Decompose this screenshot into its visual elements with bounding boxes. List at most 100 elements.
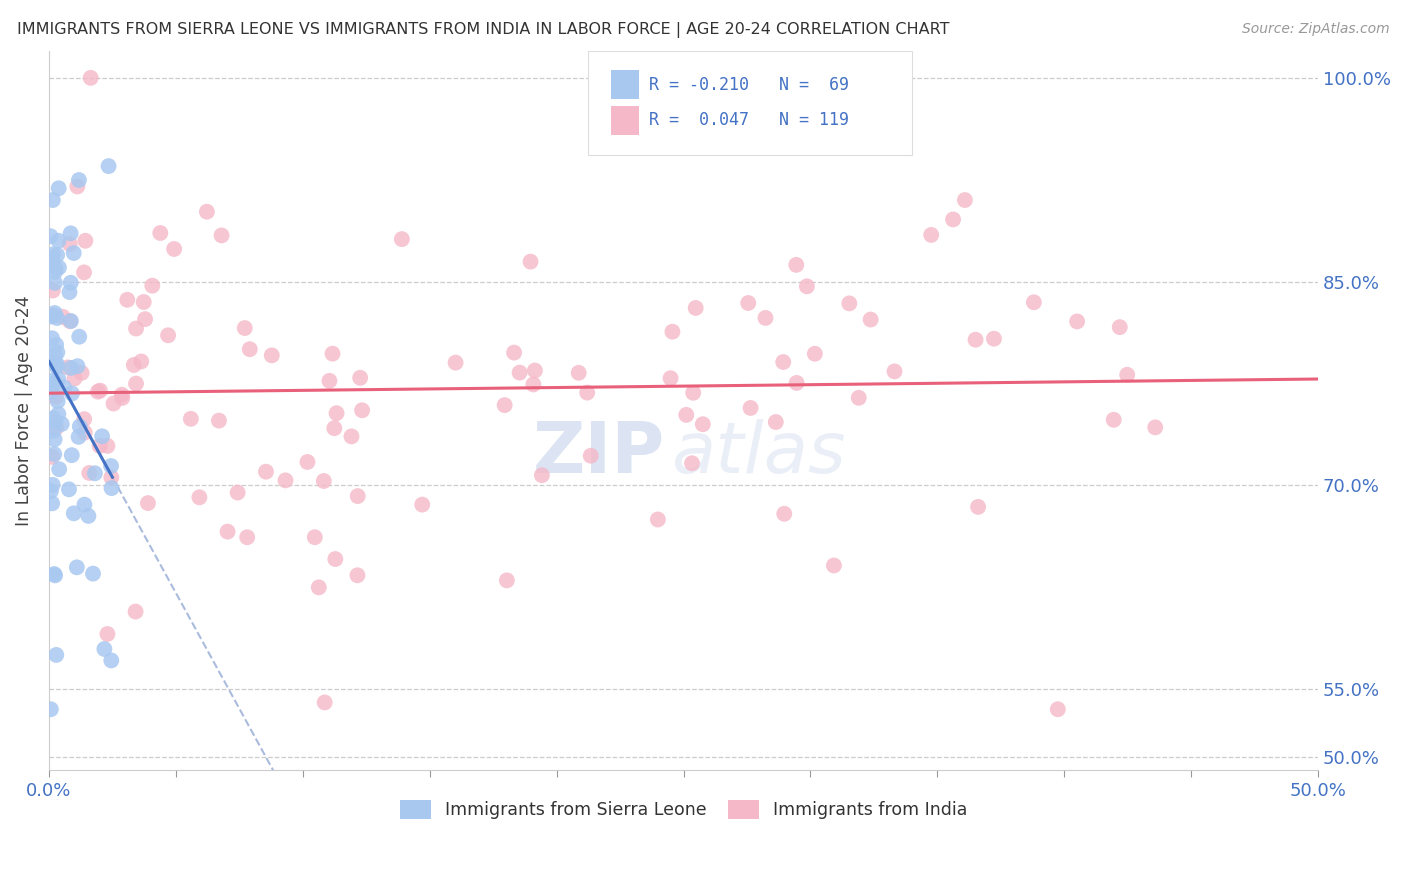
Point <box>62 506 84 520</box>
Point <box>44 568 66 582</box>
Point <box>48 181 70 195</box>
Point <box>44 416 66 430</box>
Point <box>59 314 82 328</box>
Point <box>211 228 233 243</box>
Point <box>318 374 340 388</box>
Point <box>39 702 62 716</box>
Point <box>682 385 704 400</box>
Point <box>87 384 110 399</box>
Point <box>1022 295 1045 310</box>
Legend: Immigrants from Sierra Leone, Immigrants from India: Immigrants from Sierra Leone, Immigrants… <box>394 793 974 826</box>
Point <box>226 485 249 500</box>
Point <box>41 308 63 322</box>
Point <box>52 310 75 324</box>
Point <box>321 346 343 360</box>
Point <box>314 696 336 710</box>
Point <box>42 377 65 392</box>
Point <box>352 403 374 417</box>
Point <box>100 458 122 473</box>
Point <box>58 483 80 497</box>
Point <box>66 359 89 374</box>
Point <box>180 412 202 426</box>
FancyBboxPatch shape <box>612 106 640 135</box>
Point <box>80 70 103 85</box>
Point <box>73 265 96 279</box>
Point <box>132 295 155 310</box>
Point <box>391 232 413 246</box>
Point <box>122 358 145 372</box>
Point <box>838 296 860 310</box>
Point <box>46 248 69 262</box>
Point <box>953 193 976 207</box>
Point <box>42 411 65 425</box>
Point <box>236 530 259 544</box>
Point <box>60 360 83 375</box>
Point <box>44 566 66 581</box>
Point <box>41 373 63 387</box>
Point <box>765 415 787 429</box>
Point <box>89 384 111 398</box>
Point <box>91 429 114 443</box>
Point <box>323 552 346 566</box>
Point <box>312 474 335 488</box>
Text: IMMIGRANTS FROM SIERRA LEONE VS IMMIGRANTS FROM INDIA IN LABOR FORCE | AGE 20-24: IMMIGRANTS FROM SIERRA LEONE VS IMMIGRAN… <box>17 22 949 38</box>
Point <box>79 466 101 480</box>
Point <box>42 247 65 261</box>
Point <box>41 478 63 492</box>
Point <box>45 359 67 374</box>
Point <box>530 468 553 483</box>
Point <box>883 364 905 378</box>
Point <box>692 417 714 432</box>
Point <box>754 310 776 325</box>
Point <box>1108 320 1130 334</box>
Point <box>41 496 63 510</box>
Point <box>804 347 827 361</box>
Point <box>48 462 70 476</box>
Point <box>42 284 65 298</box>
Point <box>823 558 845 573</box>
Point <box>44 309 66 323</box>
Point <box>195 204 218 219</box>
Point <box>796 279 818 293</box>
Point <box>848 391 870 405</box>
Point <box>494 398 516 412</box>
Point <box>297 455 319 469</box>
Point <box>124 605 146 619</box>
Point <box>323 421 346 435</box>
Y-axis label: In Labor Force | Age 20-24: In Labor Force | Age 20-24 <box>15 295 32 525</box>
Point <box>67 173 90 187</box>
Point <box>73 425 96 440</box>
Point <box>308 580 330 594</box>
Point <box>63 371 86 385</box>
Point <box>523 363 546 377</box>
Point <box>675 408 697 422</box>
Point <box>762 139 785 153</box>
Point <box>44 348 66 362</box>
Point <box>411 498 433 512</box>
Point <box>188 491 211 505</box>
Point <box>1102 413 1125 427</box>
Point <box>163 242 186 256</box>
Point <box>274 474 297 488</box>
Point <box>82 566 104 581</box>
Point <box>45 648 67 662</box>
Point <box>786 376 808 390</box>
Point <box>96 439 118 453</box>
Point <box>304 530 326 544</box>
Point <box>444 356 467 370</box>
Point <box>495 574 517 588</box>
Point <box>59 314 82 328</box>
Point <box>75 234 97 248</box>
Point <box>773 507 796 521</box>
Point <box>41 450 63 464</box>
Point <box>44 265 66 279</box>
Point <box>233 321 256 335</box>
Point <box>346 568 368 582</box>
Point <box>45 261 67 276</box>
Point <box>111 391 134 405</box>
Point <box>522 377 544 392</box>
Point <box>661 325 683 339</box>
Point <box>69 419 91 434</box>
Point <box>46 311 69 326</box>
Point <box>239 342 262 356</box>
